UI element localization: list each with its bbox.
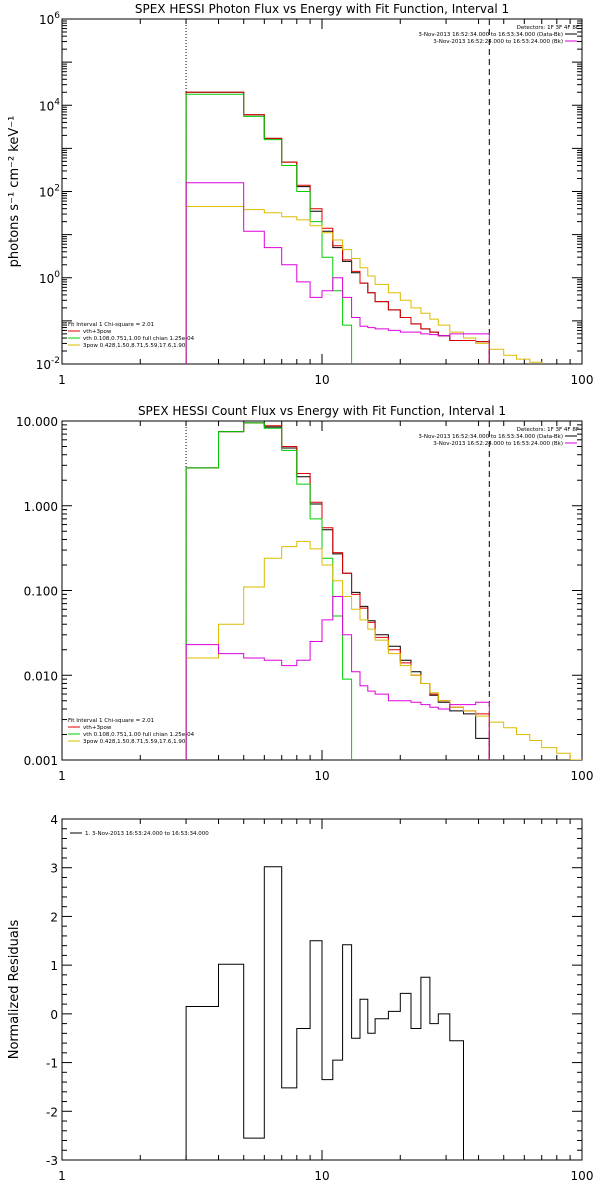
series-group	[185, 91, 543, 364]
legend-bottom-left-item: vth 0.108,0.751,1.00 full chian 1.25e-04	[83, 732, 195, 738]
y-tick-label: 106	[39, 11, 60, 27]
legend-bottom-left-item: 3pow 0.428,1.50,8.71,5.59,17.6,1.90	[83, 739, 186, 745]
x-tick-label: 10	[314, 1169, 329, 1183]
x-tick-label: 1	[58, 373, 66, 387]
series-group	[185, 422, 582, 760]
series-green	[185, 93, 353, 364]
plot-frame	[61, 420, 583, 761]
chart-title: SPEX HESSI Count Flux vs Energy with Fit…	[138, 404, 506, 418]
x-tick-label: 10	[314, 769, 329, 783]
y-tick-label: 100	[39, 270, 60, 286]
y-tick-label: 0	[50, 1008, 58, 1022]
x-tick-label: 100	[571, 769, 594, 783]
y-tick-label: 104	[39, 97, 60, 113]
y-tick-label: -3	[46, 1154, 58, 1168]
legend-top-right-item: 3-Nov-2013 16:52:34.000 to 16:53:34.000 …	[418, 32, 563, 38]
chart-panel-2: SPEX HESSI Count Flux vs Energy with Fit…	[16, 404, 593, 783]
legend-top-right-header: Detectors: 1F 3F 4F 8F	[517, 427, 579, 433]
y-tick-label: 0.001	[24, 754, 58, 768]
x-tick-label: 100	[571, 1169, 594, 1183]
y-tick-label: -1	[46, 1057, 58, 1071]
chart-panel-3: 1 10 100 -3 -2 -1 0 1 2 3 4 Normalized Residuals 1. …	[7, 813, 593, 1183]
series-red	[185, 422, 490, 760]
series-magenta	[185, 182, 490, 364]
chart-title: SPEX HESSI Photon Flux vs Energy with Fi…	[135, 2, 509, 16]
plot-frame	[61, 18, 583, 365]
y-tick-label: -2	[46, 1105, 58, 1119]
y-tick-label: 10.000	[16, 415, 58, 429]
y-tick-label: 0.100	[24, 585, 58, 599]
y-tick-label: 0.010	[24, 669, 58, 683]
y-tick-label: 1	[50, 959, 58, 973]
x-tick-label: 100	[571, 373, 594, 387]
legend-bottom-left-item: vth+3pow	[83, 725, 112, 731]
legend-bottom-left-item: vth+3pow	[83, 329, 112, 335]
series-black	[185, 866, 464, 1160]
y-tick-label: 3	[50, 862, 58, 876]
series-yellow	[185, 206, 543, 364]
legend-top-right-item: 3-Nov-2013 16:52:34.000 to 16:53:34.000 …	[418, 434, 563, 440]
legend-bottom-left-header: Fit Interval 1 Chi-square = 2.01	[68, 718, 154, 724]
x-tick-label: 1	[58, 769, 66, 783]
y-tick-label: 4	[50, 813, 58, 827]
x-tick-label: 10	[314, 373, 329, 387]
legend-bottom-left-item: vth 0.108,0.751,1.00 full chian 1.25e-04	[83, 336, 195, 342]
y-tick-label: 10-2	[36, 356, 60, 372]
chart-panel-1: SPEX HESSI Photon Flux vs Energy with Fi…	[7, 2, 593, 387]
y-tick-label: 2	[50, 910, 58, 924]
series-yellow	[185, 540, 582, 760]
y-axis-label: Normalized Residuals	[7, 920, 22, 1060]
series-black	[185, 422, 490, 760]
y-tick-label: 102	[39, 184, 60, 200]
y-axis-label: photons s⁻¹ cm⁻² keV⁻¹	[7, 116, 22, 268]
series-black	[185, 91, 490, 364]
series-red	[185, 91, 490, 364]
y-tick-label: 1.000	[24, 500, 58, 514]
legend-bottom-left-header: Fit Interval 1 Chi-square = 2.01	[68, 322, 154, 328]
series-magenta	[185, 596, 490, 760]
series-green	[185, 422, 353, 760]
legend-top-right-item: 3-Nov-2013 16:52:24.000 to 16:53:24.000 …	[433, 39, 563, 45]
legend-top-right-item: 3-Nov-2013 16:52:24.000 to 16:53:24.000 …	[433, 441, 563, 447]
series-group	[185, 866, 464, 1160]
legend-top-left-item: 1. 3-Nov-2013 16:53:24.000 to 16:53:34.0…	[85, 831, 209, 837]
x-tick-label: 1	[58, 1169, 66, 1183]
legend-bottom-left-item: 3pow 0.428,1.50,8.71,5.59,17.6,1.90	[83, 343, 186, 349]
legend-top-right-header: Detectors: 1F 3F 4F 8F	[517, 25, 579, 31]
